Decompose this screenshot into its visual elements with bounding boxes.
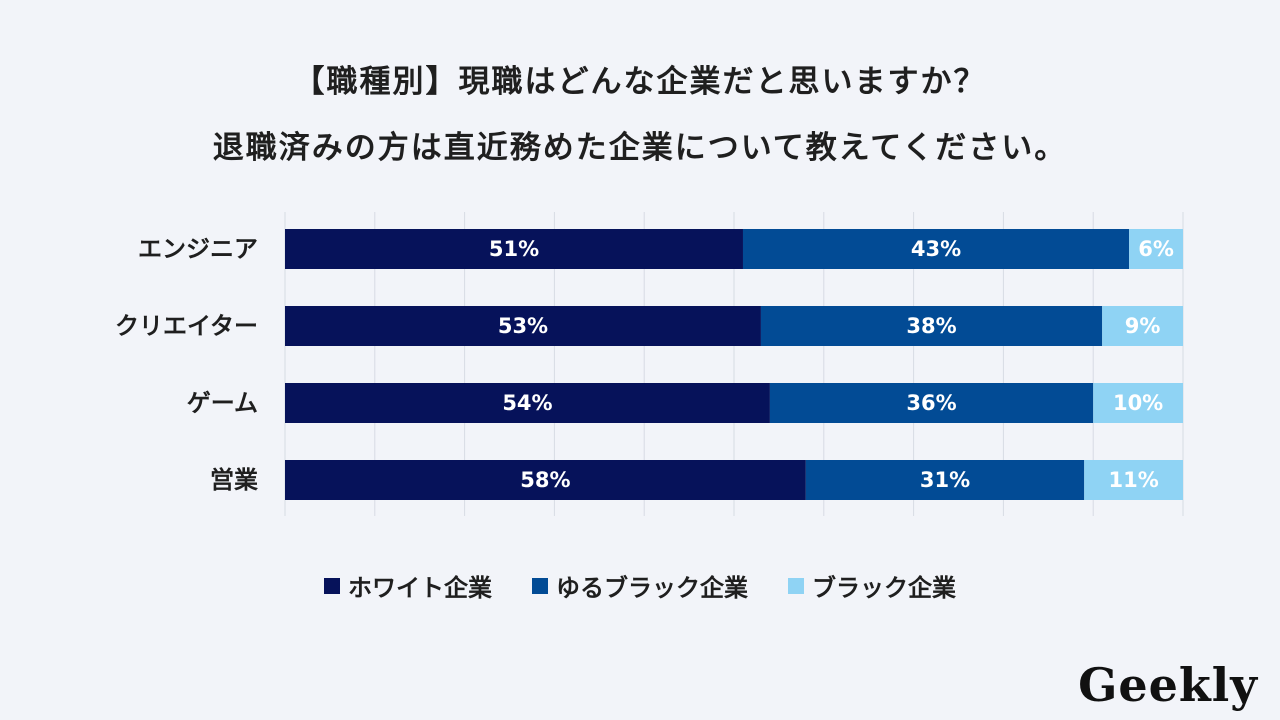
legend-swatch-black-company bbox=[788, 577, 804, 594]
data-label: 38% bbox=[906, 314, 956, 338]
legend-swatch-yuru-black-company bbox=[532, 577, 548, 594]
data-label: 11% bbox=[1108, 468, 1158, 492]
category-label: ゲーム bbox=[187, 389, 258, 417]
bar-segment bbox=[769, 383, 1094, 423]
data-label: 9% bbox=[1125, 314, 1161, 338]
bar-segment bbox=[285, 229, 743, 269]
data-label: 43% bbox=[911, 237, 961, 261]
data-label: 6% bbox=[1138, 237, 1174, 261]
category-label: エンジニア bbox=[138, 235, 258, 263]
bar-segment bbox=[1093, 383, 1183, 423]
bar-segment bbox=[1129, 229, 1183, 269]
category-label: クリエイター bbox=[115, 312, 258, 340]
legend-item-white-company: ホワイト企業 bbox=[324, 568, 492, 603]
data-label: 54% bbox=[502, 391, 552, 415]
data-label: 51% bbox=[489, 237, 539, 261]
category-label: 営業 bbox=[210, 466, 258, 494]
chart-title-line-2: 退職済みの方は直近務めた企業について教えてください。 bbox=[212, 130, 1068, 166]
bar-segment bbox=[1084, 460, 1183, 500]
legend-label-black-company: ブラック企業 bbox=[812, 574, 956, 602]
legend-item-yuru-black-company: ゆるブラック企業 bbox=[532, 568, 748, 603]
legend-label-white-company: ホワイト企業 bbox=[348, 574, 492, 602]
data-label: 10% bbox=[1113, 391, 1163, 415]
bar-segment bbox=[760, 306, 1103, 346]
chart-title-line-1: 【職種別】現職はどんな企業だと思いますか？ bbox=[293, 64, 987, 100]
bar-segment bbox=[285, 460, 806, 500]
data-label: 53% bbox=[498, 314, 548, 338]
bar-segment bbox=[742, 229, 1130, 269]
brand-logo: Geekly bbox=[1078, 658, 1258, 712]
data-label: 58% bbox=[520, 468, 570, 492]
data-label: 36% bbox=[906, 391, 956, 415]
legend-item-black-company: ブラック企業 bbox=[788, 568, 956, 603]
bar-segment bbox=[805, 460, 1085, 500]
chart-legend: ホワイト企業 ゆるブラック企業 ブラック企業 bbox=[0, 568, 1280, 603]
bar-segment bbox=[285, 383, 770, 423]
data-label: 31% bbox=[920, 468, 970, 492]
bar-segment bbox=[285, 306, 761, 346]
legend-swatch-white-company bbox=[324, 577, 340, 594]
legend-label-yuru-black-company: ゆるブラック企業 bbox=[556, 574, 748, 602]
bar-segment bbox=[1102, 306, 1183, 346]
